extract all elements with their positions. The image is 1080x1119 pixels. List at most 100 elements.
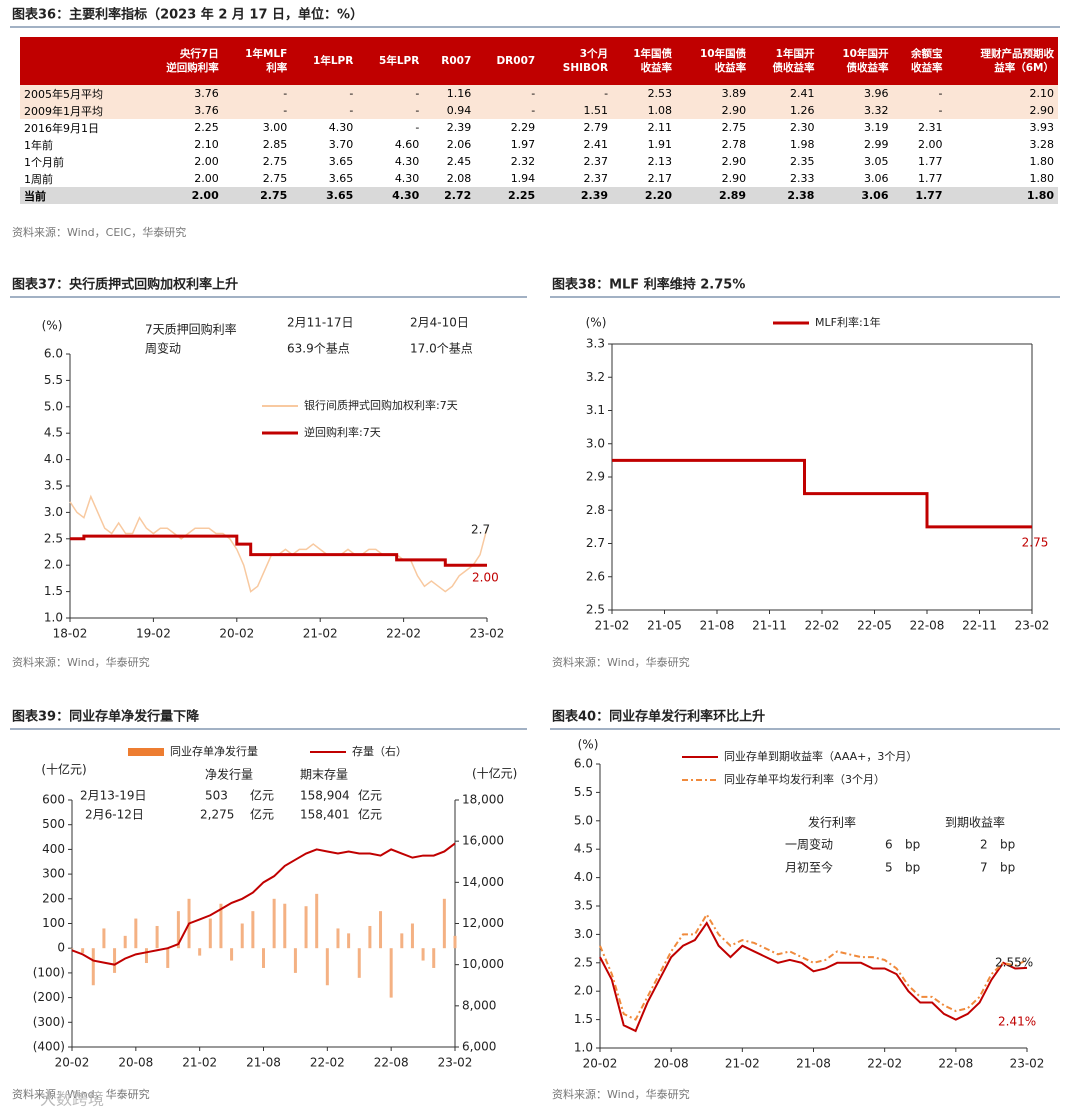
series-line (599, 912, 1028, 1021)
rate-table: 央行7日 逆回购利率 1年MLF 利率 1年LPR 5年LPR R007 DR007 3个月… (20, 37, 1058, 204)
x-tick-label: 23-02 (438, 1056, 473, 1070)
table-cell: 2.06 (446, 138, 472, 151)
source-note: 资料来源：Wind，华泰研究 (552, 1087, 690, 1101)
table-cell: 2.32 (510, 155, 536, 168)
table-cell: 3.65 (328, 155, 354, 168)
annotation: 7 (980, 861, 988, 875)
annotation: 2月13-19日 (80, 789, 147, 803)
x-tick-label: 21-02 (595, 619, 630, 633)
y-tick-label: 400 (42, 842, 65, 856)
table-cell: 2.11 (647, 121, 673, 134)
y-tick-label: 1.0 (44, 611, 63, 625)
annotation: bp (1000, 838, 1015, 852)
bar (123, 935, 127, 949)
table-cell: 3.70 (328, 138, 354, 151)
x-tick-label: 20-08 (654, 1057, 689, 1071)
table-cell: 2.90 (721, 155, 747, 168)
y-tick-label: 100 (42, 916, 65, 930)
table-cell: 2.37 (583, 155, 609, 168)
table-row: 2009年1月平均 3.76- - -0.94-1.51 1.08 2.90 1.26 3.3… (20, 102, 1058, 119)
y-tick-label: 4.0 (44, 452, 63, 466)
y-tick-label: 2.5 (44, 531, 63, 545)
x-tick-label: 20-08 (118, 1056, 153, 1070)
y-tick-label: 600 (42, 793, 65, 807)
bar (91, 948, 95, 986)
table-cell: - (539, 85, 613, 102)
annotation: 亿元 (250, 807, 274, 822)
legend-swatch (128, 748, 164, 756)
header-cell: 1年国债 收益率 (612, 37, 677, 85)
table-cell: 2.10 (194, 138, 219, 151)
header-cell: 10年国债 收益率 (676, 37, 751, 85)
y-tick-label: (400) (33, 1040, 65, 1054)
bar (325, 948, 329, 986)
legend-label: 同业存单平均发行利率（3个月） (724, 772, 885, 786)
table-cell: 当前 (20, 187, 140, 204)
legend-label: MLF利率:1年 (815, 315, 881, 329)
x-tick-label: 22-08 (910, 619, 945, 633)
y-tick-label: 3.0 (44, 505, 63, 519)
annotation: bp (905, 861, 920, 875)
table-cell: 4.30 (357, 187, 424, 204)
bar (357, 948, 361, 978)
annotation: 2月6-12日 (85, 808, 144, 822)
y2-tick-label: 12,000 (462, 916, 504, 930)
annotation: 2月4-10日 (410, 316, 469, 330)
table-cell: 1年前 (24, 138, 53, 152)
y-tick-label: 6.0 (44, 347, 63, 361)
header-cell: 余额宝 收益率 (892, 37, 947, 85)
header-cell: 1年MLF 利率 (222, 37, 292, 85)
table-cell: 2.89 (676, 187, 751, 204)
table-cell: 1.77 (917, 155, 943, 168)
y2-tick-label: 6,000 (462, 1040, 496, 1054)
table-cell: 2.13 (647, 155, 673, 168)
bar (155, 925, 159, 949)
annotation: 2.55% (995, 956, 1033, 970)
x-tick-label: 21-08 (700, 619, 735, 633)
x-tick-label: 21-08 (796, 1057, 831, 1071)
header-cell: 10年国开 债收益率 (818, 37, 893, 85)
annotation: 503 (205, 789, 228, 803)
annotation: 2.7 (471, 523, 490, 537)
bar (113, 948, 117, 973)
table-cell: 2.75 (262, 172, 288, 185)
table-cell: 4.30 (394, 172, 420, 185)
table-cell: 3.65 (291, 187, 358, 204)
y-axis-label: (%) (42, 319, 63, 333)
table-cell: - (222, 85, 292, 102)
table-row: 1周前 2.00 2.75 3.65 4.30 2.08 1.94 2.37 2.17 2.90 2… (20, 170, 1058, 187)
x-tick-label: 20-02 (219, 627, 254, 641)
figure-title: 图表40：同业存单发行利率环比上升 (552, 709, 765, 725)
table-cell: 1.80 (1029, 155, 1055, 168)
figure-title: 图表36：主要利率指标（2023 年 2 月 17 日，单位：%） (12, 7, 363, 23)
table-cell: 2.00 (140, 187, 223, 204)
bar (432, 948, 436, 968)
table-cell: 3.96 (818, 85, 893, 102)
table-cell: - (222, 102, 292, 119)
table-cell: 2016年9月1日 (24, 121, 99, 135)
bar (410, 923, 414, 949)
annotation: 7天质押回购利率 (145, 322, 237, 337)
series-line (612, 458, 1032, 529)
table-cell: - (475, 85, 540, 102)
annotation: 亿元 (250, 788, 274, 803)
x-tick-label: 21-02 (303, 627, 338, 641)
annotation: bp (1000, 861, 1015, 875)
header-cell: 理财产品预期收 益率（6M） (946, 37, 1058, 85)
table-cell: 2.25 (475, 187, 540, 204)
y-tick-label: 5.5 (44, 373, 63, 387)
x-tick-label: 19-02 (136, 627, 171, 641)
bar (442, 898, 446, 949)
table-cell: 2.25 (194, 121, 219, 134)
x-tick-label: 21-02 (725, 1057, 760, 1071)
table-cell: 2.90 (676, 102, 751, 119)
y2-tick-label: 18,000 (462, 793, 504, 807)
annotation: 63.9个基点 (287, 342, 350, 356)
y-tick-label: (300) (33, 1015, 65, 1029)
table-cell: 1.80 (946, 187, 1058, 204)
y-axis-label: (%) (578, 738, 599, 752)
annotation: 期末存量 (300, 768, 348, 782)
legend-label: 同业存单净发行量 (170, 744, 258, 758)
x-tick-label: 23-02 (1015, 619, 1050, 633)
table-cell: 0.94 (423, 102, 476, 119)
